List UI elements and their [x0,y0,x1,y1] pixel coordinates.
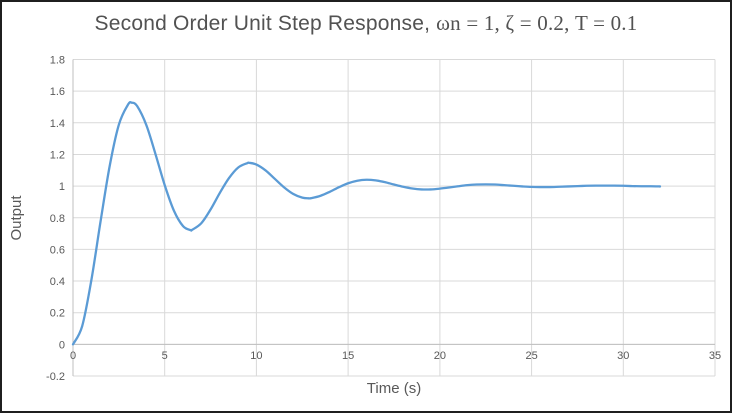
x-tick-label: 0 [70,350,76,362]
y-tick-label: 0.8 [50,213,65,225]
chart-title: Second Order Unit Step Response, ωn = 1,… [2,11,730,36]
y-tick-label: 1.8 [50,55,65,67]
y-tick-label: 0.2 [50,308,65,320]
gridlines [72,59,716,377]
tick-labels: 0 5 10 15 20 25 30 35 1.8 1.6 1.4 1.2 1 0.8 0.6 0.4 0.2 0… [46,55,721,384]
chart-title-params: ωn = 1, ζ = 0.2, T = 0.1 [436,11,638,35]
y-tick-label: -0.2 [46,371,65,383]
y-tick-label: 0 [59,339,65,351]
y-axis-title: Output [8,195,25,241]
x-tick-label: 30 [617,350,629,362]
x-tick-label: 5 [162,350,168,362]
data-series [71,101,662,346]
response-curve [71,101,662,346]
x-tick-label: 25 [525,350,537,362]
x-tick-label: 15 [342,350,354,362]
y-tick-label: 1.6 [50,86,65,98]
y-tick-label: 1.4 [50,118,65,130]
y-tick-label: 0.4 [50,276,65,288]
chart-title-text: Second Order Unit Step Response, [94,12,437,35]
x-tick-label: 35 [709,350,721,362]
y-tick-label: 0.6 [50,244,65,256]
x-axis-title: Time (s) [367,380,421,397]
axis-lines [72,59,715,376]
x-tick-label: 20 [434,350,446,362]
x-tick-label: 10 [250,350,262,362]
y-tick-label: 1 [59,181,65,193]
y-tick-label: 1.2 [50,150,65,162]
